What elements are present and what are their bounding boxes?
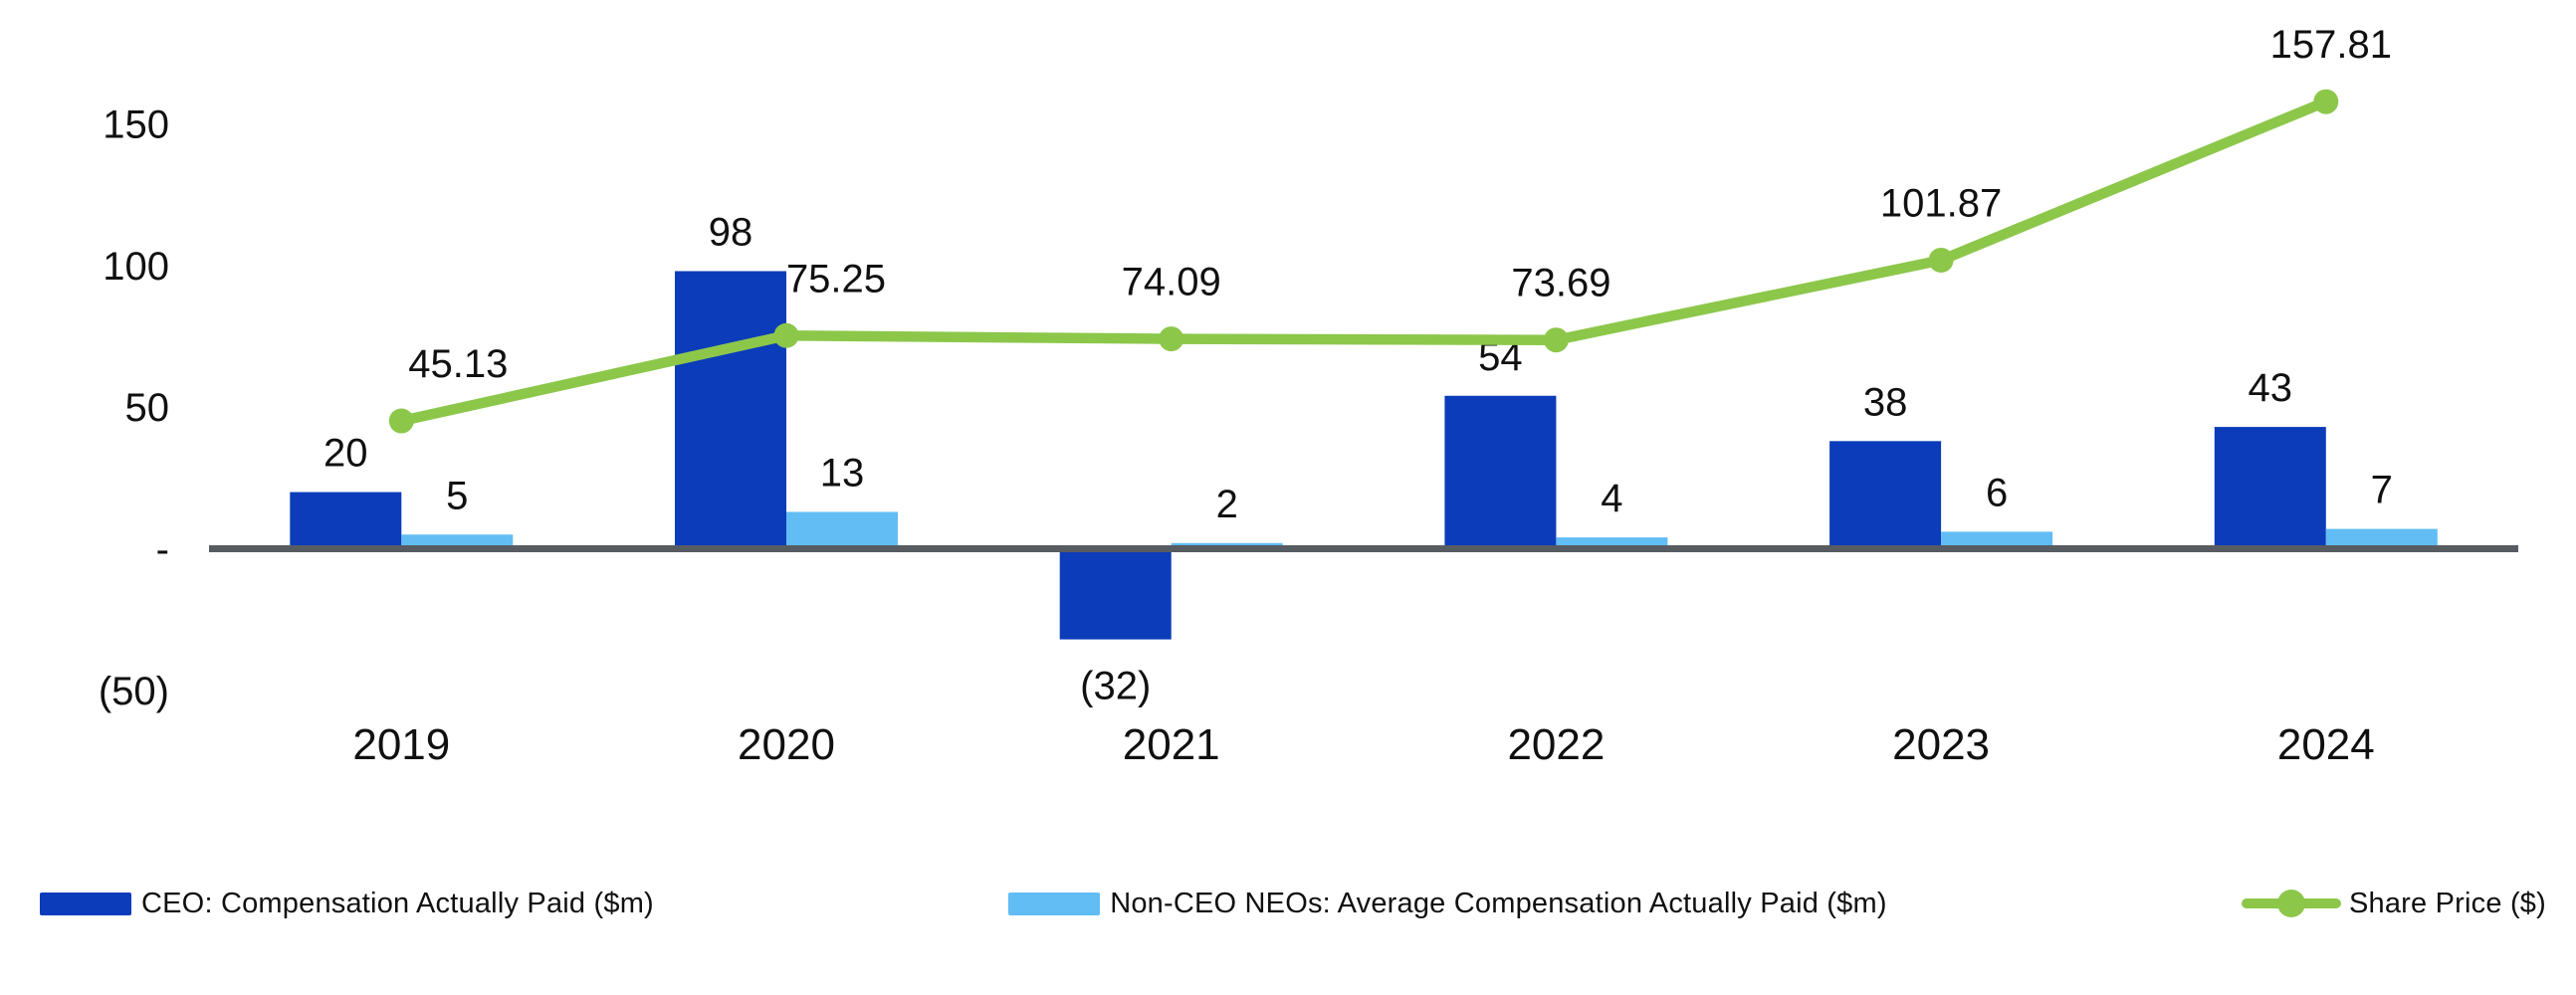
y-axis-tick-label: (50) xyxy=(99,670,169,713)
x-axis-category-label: 2024 xyxy=(2277,720,2375,769)
x-axis-line xyxy=(209,545,2518,552)
x-axis-category-label: 2022 xyxy=(1507,720,1605,769)
share-price-line xyxy=(396,96,2332,427)
share-price-value-label: 101.87 xyxy=(1880,181,2002,225)
neo-bar-value-label: 13 xyxy=(820,451,865,495)
x-axis-category-label: 2019 xyxy=(352,720,450,769)
neo-compensation-bar xyxy=(1941,531,2053,549)
x-axis-category-label: 2021 xyxy=(1123,720,1220,769)
x-axis-category-label: 2020 xyxy=(738,720,835,769)
legend-label-share-price: Share Price ($) xyxy=(2348,887,2546,919)
neo-bar-value-label: 6 xyxy=(1986,471,2008,514)
share-price-value-label: 75.25 xyxy=(786,257,886,300)
share-price-value-label: 73.69 xyxy=(1511,262,1610,305)
neo-bar-value-label: 4 xyxy=(1601,477,1622,520)
share-price-line-marker-icon xyxy=(2241,889,2341,918)
share-price-value-label: 74.09 xyxy=(1122,261,1221,304)
legend-item-ceo-comp: CEO: Compensation Actually Paid ($m) xyxy=(40,888,654,920)
line-dot-icon xyxy=(2276,890,2305,917)
legend-item-share-price: Share Price ($) xyxy=(2241,887,2546,920)
legend-label-ceo-comp: CEO: Compensation Actually Paid ($m) xyxy=(141,887,654,919)
ceo-compensation-bar xyxy=(1444,395,1557,549)
ceo-bar-value-label: (32) xyxy=(1080,665,1151,708)
share-price-point xyxy=(2313,89,2339,114)
legend-label-neo-comp: Non-CEO NEOs: Average Compensation Actua… xyxy=(1110,887,1887,919)
neo-compensation-bar xyxy=(401,534,514,549)
neo-bar-value-label: 5 xyxy=(446,474,468,517)
y-axis-tick-label: - xyxy=(156,528,169,572)
legend-item-neo-comp: Non-CEO NEOs: Average Compensation Actua… xyxy=(1008,888,1887,920)
ceo-bar-swatch-icon xyxy=(40,892,131,915)
neo-compensation-bar xyxy=(1556,537,1668,549)
neo-bar-swatch-icon xyxy=(1008,892,1101,915)
ceo-compensation-bar xyxy=(1829,441,1942,549)
ceo-bar-value-label: 98 xyxy=(709,210,753,254)
ceo-compensation-bar xyxy=(1059,548,1172,640)
share-price-value-label: 45.13 xyxy=(408,342,508,386)
share-price-point xyxy=(388,408,414,434)
ceo-bar-value-label: 43 xyxy=(2249,366,2293,410)
ceo-compensation-bar xyxy=(675,271,786,549)
y-axis-tick-label: 50 xyxy=(125,386,170,430)
neo-bar-value-label: 7 xyxy=(2371,469,2393,512)
ceo-compensation-bar xyxy=(290,492,402,549)
share-price-point xyxy=(1159,326,1184,352)
share-price-value-label: 157.81 xyxy=(2270,23,2392,67)
y-axis-tick-label: 100 xyxy=(103,245,169,289)
ceo-bar-value-label: 20 xyxy=(323,432,368,476)
ceo-bar-value-label: 38 xyxy=(1863,380,1908,424)
chart-legend: CEO: Compensation Actually Paid ($m) Non… xyxy=(0,874,2576,933)
share-price-point xyxy=(773,322,799,348)
neo-bar-value-label: 2 xyxy=(1216,483,1238,526)
neo-compensation-bar xyxy=(2325,528,2438,549)
share-price-point xyxy=(1543,327,1569,353)
x-axis-category-label: 2023 xyxy=(1892,720,1990,769)
neo-compensation-bar xyxy=(786,511,898,549)
y-axis-tick-label: 150 xyxy=(103,102,169,146)
ceo-compensation-bar xyxy=(2214,427,2326,549)
share-price-point xyxy=(1928,247,1954,273)
